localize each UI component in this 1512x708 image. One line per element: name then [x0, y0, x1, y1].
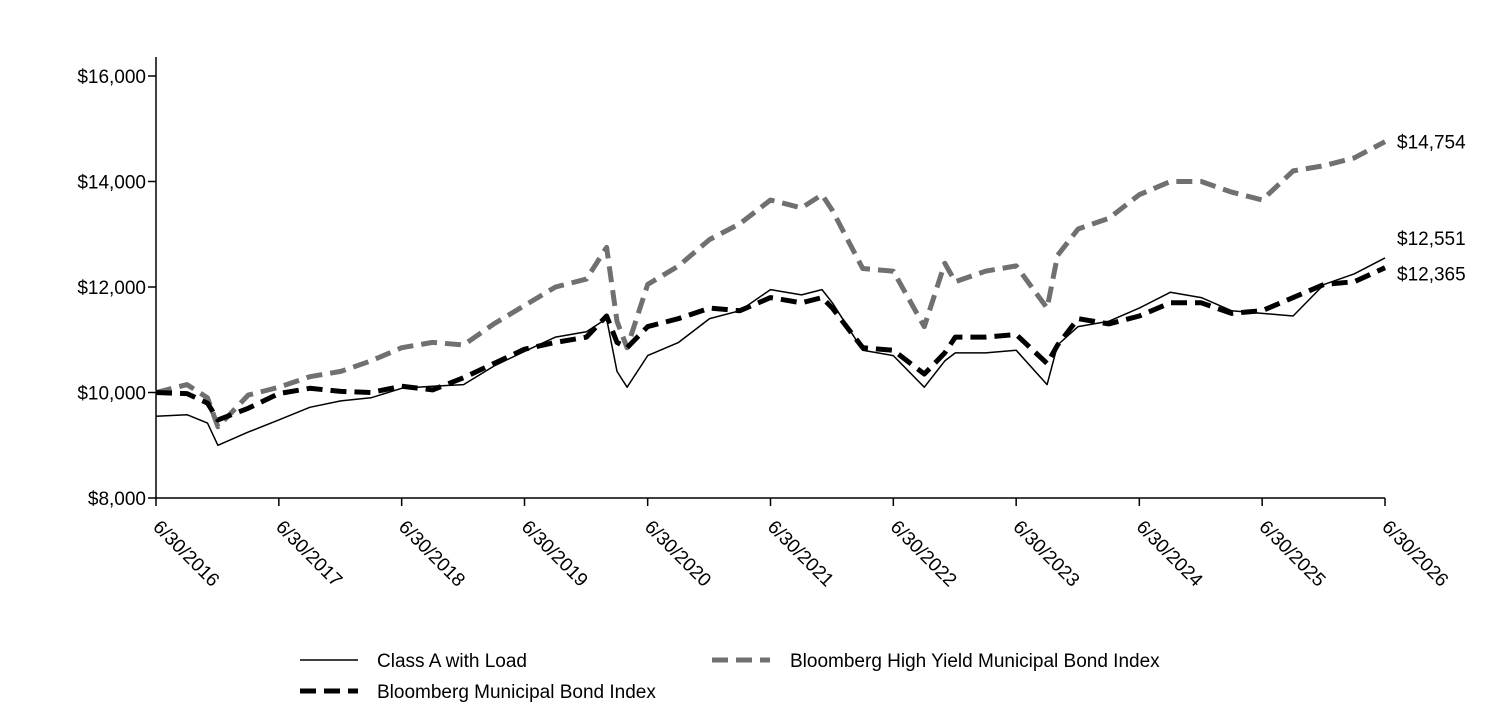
x-tick-label: 6/30/2026 — [1377, 517, 1452, 592]
legend-label-2: Bloomberg High Yield Municipal Bond Inde… — [790, 651, 1160, 672]
axes: $8,000 $10,000 $12,000 $14,000 $16,000 6/30/2… — [77, 57, 1452, 592]
legend-label-0: Class A with Load — [377, 651, 527, 672]
series-layer — [155, 139, 1387, 447]
series-line-1 — [155, 265, 1387, 423]
y-tick-label: $16,000 — [77, 67, 146, 88]
legend: Class A with Load Bloomberg High Yield Mu… — [300, 651, 1160, 703]
end-labels: $12,551 $12,365 $14,754 — [1397, 133, 1466, 286]
x-tick-label: 6/30/2021 — [763, 517, 838, 592]
x-tick-label: 6/30/2024 — [1132, 517, 1207, 592]
x-tick-label: 6/30/2023 — [1009, 517, 1084, 592]
x-tick-label: 6/30/2025 — [1255, 517, 1330, 592]
y-tick-label: $12,000 — [77, 278, 146, 299]
end-label-1: $12,365 — [1397, 265, 1466, 286]
y-tick-label: $10,000 — [77, 384, 146, 405]
x-tick-label: 6/30/2022 — [886, 517, 961, 592]
x-tick-label: 6/30/2017 — [271, 517, 346, 592]
x-tick-label: 6/30/2016 — [148, 517, 223, 592]
y-tick-label: $8,000 — [88, 489, 146, 510]
legend-label-1: Bloomberg Municipal Bond Index — [377, 682, 656, 703]
x-tick-label: 6/30/2019 — [517, 517, 592, 592]
end-label-0: $12,551 — [1397, 229, 1466, 250]
end-label-2: $14,754 — [1397, 133, 1466, 154]
series-line-2 — [155, 139, 1387, 430]
y-tick-label: $14,000 — [77, 173, 146, 194]
series-line-0 — [155, 257, 1386, 447]
x-tick-label: 6/30/2020 — [640, 517, 715, 592]
x-tick-label: 6/30/2018 — [394, 517, 469, 592]
